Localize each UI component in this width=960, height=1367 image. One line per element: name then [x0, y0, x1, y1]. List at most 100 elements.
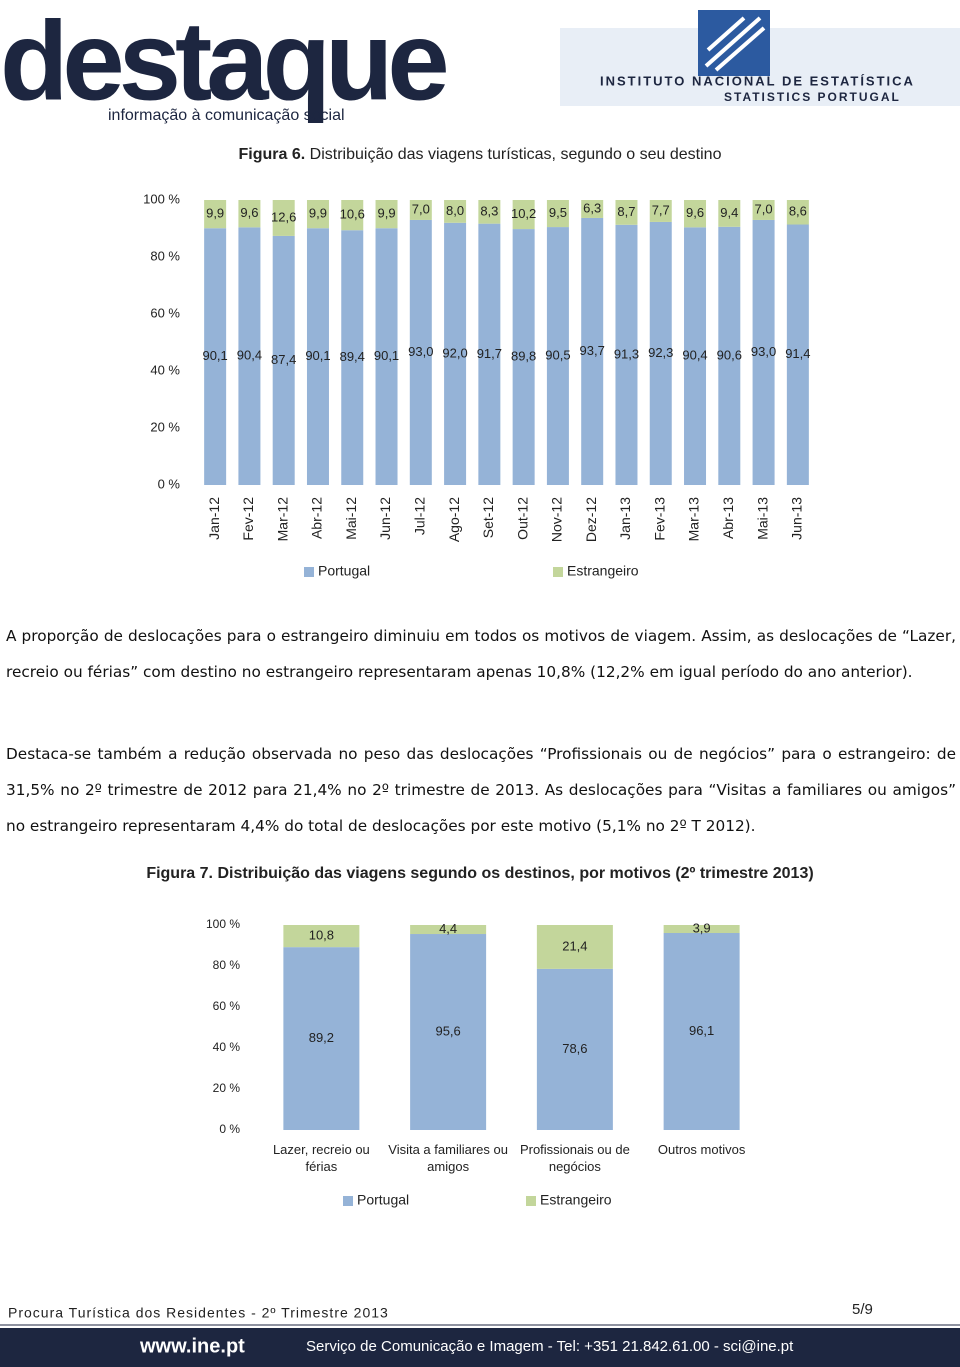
legend-swatch	[526, 1196, 536, 1206]
bar-segment	[238, 200, 261, 228]
y-tick-label: 100 %	[206, 917, 240, 931]
value-label: 92,3	[648, 345, 673, 360]
value-label: 90,4	[237, 348, 262, 363]
tagline: informação à comunicação social	[108, 107, 345, 124]
x-tick-label: Fev-12	[240, 497, 256, 541]
ine-logo-mark	[704, 16, 766, 72]
bar-segment	[536, 968, 613, 1130]
figure-title-text: Distribuição das viagens turísticas, seg…	[310, 146, 722, 163]
bar-segment	[512, 229, 535, 485]
value-label: 93,0	[408, 344, 433, 359]
bar-segment	[649, 221, 672, 485]
value-label: 7,0	[755, 201, 773, 216]
value-label: 8,6	[789, 204, 807, 219]
legend-swatch	[343, 1196, 353, 1206]
bar-segment	[752, 219, 775, 485]
value-label: 9,5	[549, 205, 567, 220]
value-label: 95,6	[435, 1023, 460, 1038]
bar-segment	[375, 228, 398, 485]
y-tick-label: 20 %	[213, 1081, 241, 1095]
value-label: 90,4	[682, 348, 707, 363]
figure-title: Figura 6. Distribuição das viagens turís…	[239, 146, 722, 163]
value-label: 93,7	[580, 343, 605, 358]
value-label: 8,0	[446, 203, 464, 218]
bar-segment	[546, 227, 569, 485]
y-tick-label: 100 %	[143, 191, 180, 206]
bar-segment	[752, 200, 775, 220]
y-tick-label: 40 %	[213, 1040, 241, 1054]
x-tick-label: Mar-12	[274, 497, 290, 542]
legend-swatch	[304, 567, 314, 577]
paragraph: A proporção de deslocações para o estran…	[6, 627, 956, 681]
value-label: 91,4	[785, 346, 810, 361]
y-tick-label: 60 %	[150, 305, 180, 320]
x-tick-label: Set-12	[480, 497, 496, 538]
bar-segment	[546, 200, 569, 228]
value-label: 4,4	[439, 921, 457, 936]
value-label: 21,4	[562, 938, 587, 953]
x-tick-label: Visita a familiares ou amigos	[388, 1142, 508, 1174]
value-label: 91,7	[477, 346, 502, 361]
bar-segment	[718, 226, 741, 486]
x-tick-label: Mar-13	[686, 497, 702, 542]
footer-page: 5/9	[852, 1301, 873, 1318]
bar-segment	[409, 200, 432, 220]
value-label: 10,8	[309, 928, 334, 943]
value-label: 6,3	[583, 200, 601, 215]
footer-website: www.ine.pt	[139, 1335, 245, 1357]
bar-segment	[341, 230, 364, 485]
bar-segment	[786, 200, 809, 225]
legend-label: Portugal	[318, 563, 370, 579]
bar-segment	[204, 200, 227, 229]
bar-segment	[375, 200, 398, 229]
figure-label: Figura 6.	[239, 146, 306, 163]
value-label: 92,0	[442, 345, 467, 360]
figure-title-text: Distribuição das viagens segundo os dest…	[217, 865, 813, 882]
x-tick-label: Jun-13	[789, 497, 805, 540]
x-tick-label: Profissionais ou de negócios	[519, 1142, 630, 1174]
legend-label: Portugal	[357, 1192, 409, 1208]
logo: destaque	[0, 0, 446, 124]
bar-segment	[283, 925, 360, 948]
footer-contact: Serviço de Comunicação e Imagem - Tel: +…	[306, 1338, 794, 1355]
value-label: 90,1	[305, 348, 330, 363]
bar-segment	[306, 200, 329, 229]
value-label: 90,6	[717, 347, 742, 362]
value-label: 9,9	[309, 206, 327, 221]
bar-segment	[283, 947, 360, 1130]
bar-segment	[341, 200, 364, 231]
bar-segment	[272, 235, 295, 485]
value-label: 8,3	[480, 203, 498, 218]
value-label: 9,4	[720, 205, 738, 220]
x-tick-label: Ago-12	[446, 497, 462, 542]
bar-segment	[786, 224, 809, 485]
bar-segment	[536, 925, 613, 969]
bar-segment	[238, 227, 261, 486]
x-tick-label: Nov-12	[549, 497, 565, 542]
bar-segment	[615, 200, 638, 225]
y-tick-label: 80 %	[213, 958, 241, 972]
bar-segment	[649, 200, 672, 222]
value-label: 9,9	[377, 206, 395, 221]
value-label: 91,3	[614, 346, 639, 361]
bar-segment	[444, 222, 467, 486]
value-label: 7,0	[412, 201, 430, 216]
footer-document: Procura Turística dos Residentes - 2º Tr…	[8, 1305, 389, 1321]
bar-segment	[409, 219, 432, 485]
value-label: 7,7	[652, 202, 670, 217]
legend-label: Estrangeiro	[567, 563, 639, 579]
bar-segment	[478, 200, 501, 224]
x-tick-label: Lazer, recreio ou férias	[272, 1142, 370, 1174]
value-label: 89,2	[309, 1030, 334, 1045]
value-label: 90,1	[202, 348, 227, 363]
bar-segment	[444, 200, 467, 223]
legend-swatch	[553, 567, 563, 577]
x-tick-label: Outros motivos	[657, 1142, 746, 1157]
value-label: 90,5	[545, 347, 570, 362]
x-tick-label: Mai-12	[343, 497, 359, 540]
bar-segment	[204, 228, 227, 485]
value-label: 10,6	[340, 207, 365, 222]
value-label: 9,6	[686, 205, 704, 220]
footer-band	[0, 1328, 960, 1367]
x-tick-label: Out-12	[514, 497, 530, 540]
